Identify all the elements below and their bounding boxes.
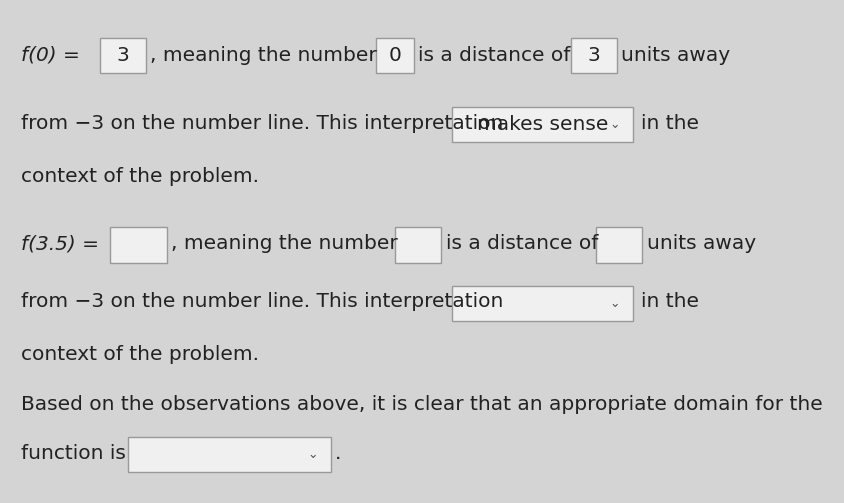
FancyBboxPatch shape bbox=[571, 38, 617, 73]
FancyBboxPatch shape bbox=[596, 227, 642, 263]
FancyBboxPatch shape bbox=[395, 227, 441, 263]
Text: makes sense: makes sense bbox=[477, 115, 608, 134]
Text: 3: 3 bbox=[116, 46, 129, 65]
Text: f(3.5) =: f(3.5) = bbox=[21, 234, 99, 254]
Text: ⌄: ⌄ bbox=[609, 297, 619, 310]
Text: is a distance of: is a distance of bbox=[418, 46, 571, 65]
Text: Based on the observations above, it is clear that an appropriate domain for the: Based on the observations above, it is c… bbox=[21, 395, 823, 414]
Text: function is: function is bbox=[21, 444, 126, 463]
Text: from −3 on the number line. This interpretation: from −3 on the number line. This interpr… bbox=[21, 292, 504, 311]
FancyBboxPatch shape bbox=[452, 286, 633, 321]
Text: ⌄: ⌄ bbox=[307, 448, 317, 461]
FancyBboxPatch shape bbox=[110, 227, 167, 263]
Text: units away: units away bbox=[621, 46, 730, 65]
Text: 0: 0 bbox=[388, 46, 401, 65]
Text: f(0) =: f(0) = bbox=[21, 46, 80, 65]
Text: 3: 3 bbox=[587, 46, 600, 65]
Text: context of the problem.: context of the problem. bbox=[21, 166, 259, 186]
Text: is a distance of: is a distance of bbox=[446, 234, 599, 254]
Text: ⌄: ⌄ bbox=[609, 118, 619, 131]
Text: in the: in the bbox=[641, 114, 700, 133]
Text: from −3 on the number line. This interpretation: from −3 on the number line. This interpr… bbox=[21, 114, 504, 133]
Text: , meaning the number: , meaning the number bbox=[171, 234, 398, 254]
FancyBboxPatch shape bbox=[376, 38, 414, 73]
Text: .: . bbox=[335, 444, 342, 463]
Text: units away: units away bbox=[647, 234, 755, 254]
FancyBboxPatch shape bbox=[128, 437, 331, 472]
Text: in the: in the bbox=[641, 292, 700, 311]
FancyBboxPatch shape bbox=[100, 38, 146, 73]
FancyBboxPatch shape bbox=[452, 107, 633, 142]
Text: , meaning the number: , meaning the number bbox=[150, 46, 377, 65]
Text: context of the problem.: context of the problem. bbox=[21, 345, 259, 364]
